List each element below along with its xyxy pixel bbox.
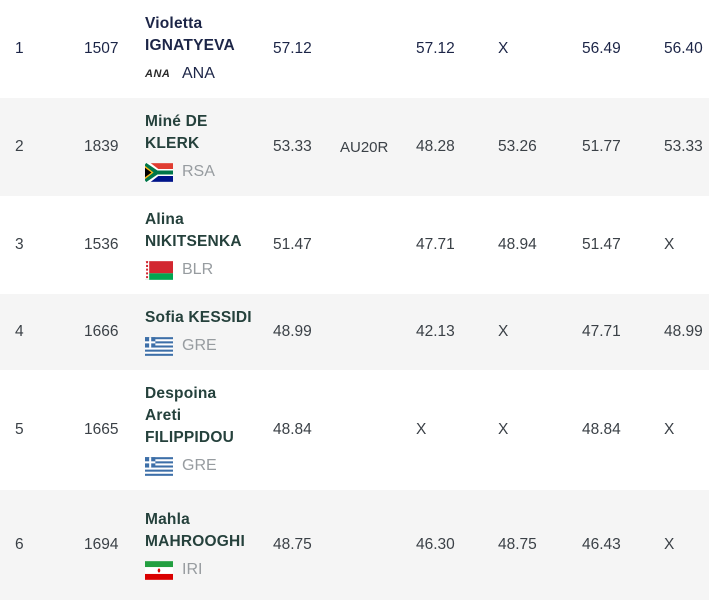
attempt-mark: 42.13 — [416, 323, 455, 340]
attempt-mark: X — [498, 323, 509, 340]
country-code: GRE — [182, 457, 217, 474]
rank-cell: 6 — [15, 536, 24, 553]
bib-cell: 1839 — [84, 138, 119, 155]
athlete-cell: Sofia KESSIDI GRE — [145, 307, 273, 357]
bib-cell: 1536 — [84, 236, 119, 253]
attempt-mark: X — [498, 40, 509, 57]
athlete-cell: Mahla MAHROOGHI IRI — [145, 509, 273, 581]
athlete-name-line: KLERK — [145, 135, 200, 152]
athlete-cell: Miné DE KLERK RSA — [145, 111, 273, 183]
athlete-name[interactable]: Violetta IGNATYEVA — [145, 13, 273, 57]
result-row[interactable]: 1 1507 Violetta IGNATYEVA ANA ANA 57.12 5… — [0, 0, 709, 98]
attempt-mark: 53.33 — [664, 138, 703, 155]
result-row[interactable]: 5 1665 Despoina Areti FILIPPIDOU GRE 48.84… — [0, 370, 709, 490]
attempt-mark: 57.12 — [416, 40, 455, 57]
country-code: RSA — [182, 163, 215, 180]
attempt-mark: 48.84 — [582, 421, 621, 438]
greece-flag-icon — [145, 336, 173, 356]
athlete-name-line: Areti — [145, 407, 182, 424]
athlete-name-line: FILIPPIDOU — [145, 429, 234, 446]
bib-cell: 1666 — [84, 323, 119, 340]
athlete-name[interactable]: Sofia KESSIDI — [145, 307, 273, 329]
country-code: GRE — [182, 337, 217, 354]
country-code: IRI — [182, 561, 203, 578]
result-row[interactable]: 2 1839 Miné DE KLERK RSA 53.33 AU20R 48.2… — [0, 98, 709, 196]
attempt-mark: 56.40 — [664, 40, 703, 57]
attempt-mark: 48.99 — [664, 323, 703, 340]
country-row: GRE — [145, 335, 273, 357]
rank-cell: 1 — [15, 40, 24, 57]
attempt-mark: 51.47 — [582, 236, 621, 253]
rank-cell: 5 — [15, 421, 24, 438]
result-mark: 48.75 — [273, 536, 312, 553]
country-row: IRI — [145, 559, 273, 581]
result-row[interactable]: 4 1666 Sofia KESSIDI GRE 48.99 42.13 X 4… — [0, 294, 709, 370]
attempt-mark: 48.28 — [416, 138, 455, 155]
attempt-mark: 46.43 — [582, 536, 621, 553]
attempt-mark: 48.75 — [498, 536, 537, 553]
attempt-mark: 46.30 — [416, 536, 455, 553]
attempt-mark: X — [664, 236, 675, 253]
country-code: BLR — [182, 261, 214, 278]
attempt-mark: 56.49 — [582, 40, 621, 57]
country-row: RSA — [145, 161, 273, 183]
rank-cell: 4 — [15, 323, 24, 340]
athlete-name-line: Sofia KESSIDI — [145, 309, 252, 326]
attempt-mark: 47.71 — [416, 236, 455, 253]
athlete-name[interactable]: Alina NIKITSENKA — [145, 209, 273, 253]
attempt-mark: X — [664, 421, 675, 438]
result-mark: 51.47 — [273, 236, 312, 253]
result-row[interactable]: 6 1694 Mahla MAHROOGHI IRI 48.75 46.30 48… — [0, 490, 709, 600]
attempt-mark: X — [416, 421, 427, 438]
athlete-name-line: MAHROOGHI — [145, 533, 245, 550]
attempt-mark: 51.77 — [582, 138, 621, 155]
athlete-name-line: Violetta — [145, 15, 203, 32]
greece-flag-icon — [145, 456, 173, 476]
ana-wordmark-icon: ANA — [145, 68, 171, 80]
athlete-name[interactable]: Mahla MAHROOGHI — [145, 509, 273, 553]
attempt-mark: 53.26 — [498, 138, 537, 155]
athlete-cell: Violetta IGNATYEVA ANA ANA — [145, 13, 273, 85]
belarus-flag-icon — [145, 260, 173, 280]
record-annotation: AU20R — [340, 138, 389, 156]
athlete-name-line: Despoina — [145, 385, 217, 402]
iran-flag-icon — [145, 560, 173, 580]
country-row: GRE — [145, 455, 273, 477]
attempt-mark: 47.71 — [582, 323, 621, 340]
result-mark: 53.33 — [273, 138, 312, 155]
country-row: BLR — [145, 259, 273, 281]
attempt-mark: 48.94 — [498, 236, 537, 253]
athlete-cell: Despoina Areti FILIPPIDOU GRE — [145, 383, 273, 477]
bib-cell: 1507 — [84, 40, 119, 57]
attempt-mark: X — [664, 536, 675, 553]
athlete-name-line: IGNATYEVA — [145, 37, 235, 54]
athlete-name-line: Miné DE — [145, 113, 208, 130]
rank-cell: 3 — [15, 236, 24, 253]
rank-cell: 2 — [15, 138, 24, 155]
bib-cell: 1665 — [84, 421, 119, 438]
athlete-cell: Alina NIKITSENKA BLR — [145, 209, 273, 281]
athlete-name-line: Mahla — [145, 511, 190, 528]
bib-cell: 1694 — [84, 536, 119, 553]
athlete-name-line: NIKITSENKA — [145, 233, 242, 250]
result-row[interactable]: 3 1536 Alina NIKITSENKA BLR 51.47 47.71 4… — [0, 196, 709, 294]
country-code: ANA — [182, 65, 215, 82]
attempt-mark: X — [498, 421, 509, 438]
result-mark: 48.99 — [273, 323, 312, 340]
result-mark: 57.12 — [273, 40, 312, 57]
south-africa-flag-icon — [145, 162, 173, 182]
country-row: ANA ANA — [145, 63, 273, 85]
result-mark: 48.84 — [273, 421, 312, 438]
athlete-name-line: Alina — [145, 211, 184, 228]
athlete-name[interactable]: Miné DE KLERK — [145, 111, 273, 155]
athlete-name[interactable]: Despoina Areti FILIPPIDOU — [145, 383, 273, 449]
